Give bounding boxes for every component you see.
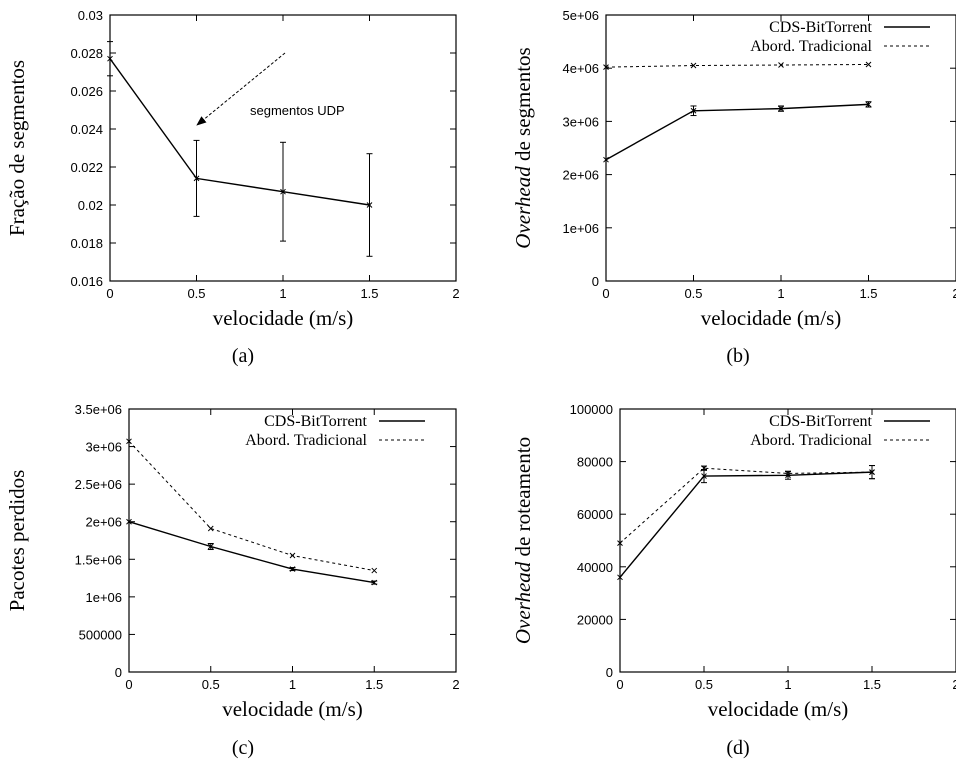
data-point (690, 62, 697, 69)
y-tick-label: 80000 (577, 455, 613, 470)
legend-label: Abord. Tradicional (750, 38, 872, 55)
legend-label: Abord. Tradicional (245, 432, 367, 449)
annotation-label: segmentos UDP (250, 103, 345, 118)
y-tick-label: 3e+06 (85, 440, 122, 455)
x-tick-label: 0.5 (695, 677, 713, 692)
y-tick-label: 0.024 (70, 122, 103, 137)
x-tick-label: 2 (952, 677, 956, 692)
y-tick-label: 2.5e+06 (75, 477, 122, 492)
y-tick-label: 5e+06 (562, 8, 599, 23)
data-point (865, 61, 872, 68)
series-line-1 (605, 63, 869, 68)
chart-panel-d: 0 0.5 1 1.5 2 0 20000 40000 60000 80000 100000 velo… (511, 402, 956, 759)
y-tick-label: 60000 (577, 507, 613, 522)
annotation-arrow (196, 52, 286, 126)
y-tick-label: 1e+06 (562, 221, 599, 236)
y-tick-label: 40000 (577, 560, 613, 575)
x-tick-label: 2 (952, 286, 956, 301)
y-tick-label: 100000 (570, 402, 613, 417)
x-tick-label: 0.5 (202, 677, 220, 692)
x-tick-label: 2 (452, 286, 459, 301)
y-tick-label: 0.026 (70, 84, 103, 99)
x-tick-label: 0 (106, 286, 113, 301)
y-axis-label: Fração de segmentos (5, 60, 29, 236)
y-tick-label: 4e+06 (562, 61, 599, 76)
x-tick-label: 0.5 (187, 286, 205, 301)
x-tick-label: 1.5 (365, 677, 383, 692)
y-tick-label: 0.018 (70, 236, 103, 251)
x-tick-label: 1.5 (863, 677, 881, 692)
x-tick-label: 1 (777, 286, 784, 301)
series-line-0 (128, 521, 375, 584)
x-tick-label: 0 (616, 677, 623, 692)
y-tick-label: 1.5e+06 (75, 552, 122, 567)
y-tick-label: 1e+06 (85, 590, 122, 605)
legend-label: CDS-BitTorrent (769, 19, 872, 36)
x-tick-label: 1.5 (360, 286, 378, 301)
chart-panel-b: 0 0.5 1 1.5 2 0 1e+06 2e+06 3e+06 4e+06 5e+06 veloc… (511, 8, 956, 367)
y-axis-label: Overhead de roteamento (511, 437, 535, 644)
y-tick-label: 0.022 (70, 160, 103, 175)
y-tick-label: 2e+06 (562, 168, 599, 183)
data-point (371, 567, 378, 574)
x-tick-label: 0 (125, 677, 132, 692)
x-axis-label: velocidade (m/s) (701, 306, 842, 330)
data-point (778, 62, 784, 68)
x-axis-label: velocidade (m/s) (213, 306, 354, 330)
chart-panel-a: 0 0.5 1 1.5 2 0.016 0.018 0.02 0.022 0.024 0.026 0.… (5, 8, 460, 367)
data-point (617, 574, 623, 581)
series-line-0 (619, 471, 873, 578)
panel-caption: (b) (726, 345, 749, 367)
chart-panel-c: 0 0.5 1 1.5 2 0 500000 1e+06 1.5e+06 2e+06 2.5e+06… (5, 402, 460, 759)
x-axis-label: velocidade (m/s) (222, 697, 363, 721)
x-tick-label: 1 (784, 677, 791, 692)
legend-label: Abord. Tradicional (750, 432, 872, 449)
x-tick-label: 2 (452, 677, 459, 692)
y-tick-label: 0.02 (78, 198, 103, 213)
y-tick-label: 3e+06 (562, 114, 599, 129)
series-line-1 (128, 440, 375, 572)
panel-caption: (a) (232, 345, 254, 367)
data-point (126, 438, 132, 445)
series-line-0 (605, 103, 869, 161)
panel-caption: (d) (726, 737, 749, 759)
y-tick-label: 3.5e+06 (75, 402, 122, 417)
y-tick-label: 0.028 (70, 46, 103, 61)
y-tick-label: 0.016 (70, 274, 103, 289)
panel-caption: (c) (232, 737, 254, 759)
y-tick-label: 0 (592, 274, 599, 289)
data-point (617, 540, 623, 546)
x-axis-label: velocidade (m/s) (708, 697, 849, 721)
legend-label: CDS-BitTorrent (264, 413, 367, 430)
x-tick-label: 1 (279, 286, 286, 301)
data-point (289, 552, 296, 559)
series-line-0 (109, 58, 370, 206)
y-tick-label: 2e+06 (85, 515, 122, 530)
data-point (603, 156, 609, 163)
y-axis-label: Pacotes perdidos (5, 470, 29, 612)
y-tick-label: 0.03 (78, 8, 103, 23)
x-tick-label: 0 (602, 286, 609, 301)
y-tick-label: 0 (606, 665, 613, 680)
x-tick-label: 0.5 (684, 286, 702, 301)
x-tick-label: 1 (289, 677, 296, 692)
legend-label: CDS-BitTorrent (769, 413, 872, 430)
y-tick-label: 500000 (79, 627, 122, 642)
y-axis-label: Overhead de segmentos (511, 47, 535, 248)
data-point (126, 518, 132, 525)
x-tick-label: 1.5 (859, 286, 877, 301)
y-tick-label: 20000 (577, 612, 613, 627)
y-tick-label: 0 (115, 665, 122, 680)
series-line-1 (619, 467, 873, 544)
data-point (603, 64, 609, 70)
data-point (207, 525, 214, 532)
